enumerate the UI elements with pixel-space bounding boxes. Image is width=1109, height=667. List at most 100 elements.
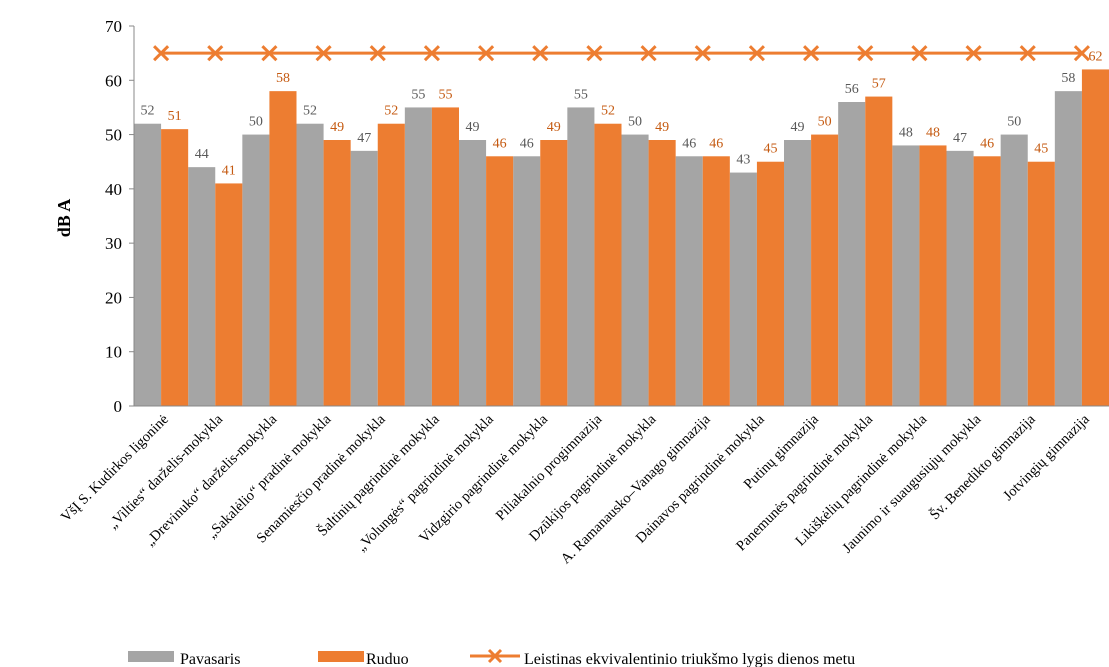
legend-label-pavasaris: Pavasaris [180, 651, 240, 667]
bars [134, 69, 1109, 407]
data-label-pavasaris: 49 [466, 120, 480, 135]
limit-marker [965, 45, 982, 62]
bar-ruduo [811, 134, 839, 407]
data-label-ruduo: 45 [763, 142, 777, 157]
bar-pavasaris [1000, 134, 1028, 407]
bar-pavasaris [404, 107, 432, 406]
bar-ruduo [756, 161, 784, 406]
data-label-pavasaris: 56 [845, 82, 859, 97]
data-label-pavasaris: 58 [1061, 71, 1075, 86]
limit-marker [640, 45, 657, 62]
bar-pavasaris [838, 102, 866, 406]
limit-marker [748, 45, 765, 62]
bar-ruduo [648, 140, 676, 406]
data-label-ruduo: 46 [709, 136, 723, 151]
legend-label-limit: Leistinas ekvivalentinio triukšmo lygis … [524, 651, 855, 667]
limit-marker [369, 45, 386, 62]
bar-pavasaris [729, 172, 757, 406]
limit-marker [532, 45, 549, 62]
data-label-ruduo: 49 [330, 120, 344, 135]
y-tick-label: 30 [105, 234, 122, 253]
limit-marker [153, 45, 170, 62]
bar-pavasaris [296, 123, 324, 406]
limit-marker [586, 45, 603, 62]
limit-marker [803, 45, 820, 62]
data-label-pavasaris: 46 [682, 136, 696, 151]
bar-pavasaris [784, 140, 812, 406]
data-label-ruduo: 45 [1034, 142, 1048, 157]
bar-pavasaris [946, 150, 974, 406]
category-label: VšĮ S. Kudirkos ligoninė [58, 412, 172, 526]
y-tick-label: 70 [105, 17, 122, 36]
y-axis-title: dB A [54, 199, 74, 238]
data-label-pavasaris: 44 [195, 147, 209, 162]
data-label-ruduo: 49 [547, 120, 561, 135]
data-label-pavasaris: 47 [357, 131, 371, 146]
bar-ruduo [215, 183, 243, 406]
category-labels: VšĮ S. Kudirkos ligoninė„Vilties“ daržel… [58, 410, 1093, 567]
bar-ruduo [865, 96, 893, 407]
data-label-ruduo: 62 [1088, 49, 1102, 64]
bar-ruduo [1027, 161, 1055, 406]
limit-marker [207, 45, 224, 62]
limit-marker [1019, 45, 1036, 62]
limit-marker [694, 45, 711, 62]
data-label-pavasaris: 50 [1007, 115, 1021, 130]
y-axis-ticks: 0 10 20 30 40 50 60 70 [105, 17, 134, 416]
bar-ruduo [1081, 69, 1109, 406]
bar-pavasaris [513, 156, 541, 406]
data-label-pavasaris: 47 [953, 131, 967, 146]
data-label-pavasaris: 52 [141, 104, 155, 119]
bar-ruduo [161, 129, 189, 406]
bar-ruduo [973, 156, 1001, 406]
data-label-pavasaris: 55 [574, 87, 588, 102]
data-label-ruduo: 50 [818, 115, 832, 130]
limit-marker [911, 45, 928, 62]
data-label-pavasaris: 50 [628, 115, 642, 130]
y-tick-label: 50 [105, 126, 122, 145]
bar-ruduo [323, 140, 351, 406]
bar-pavasaris [567, 107, 595, 406]
data-label-pavasaris: 48 [899, 125, 913, 140]
data-label-ruduo: 48 [926, 125, 940, 140]
data-label-pavasaris: 43 [736, 153, 750, 168]
legend-swatch-ruduo [318, 651, 364, 662]
bar-ruduo [431, 107, 459, 406]
bar-pavasaris [350, 150, 378, 406]
limit-marker [423, 45, 440, 62]
bar-pavasaris [892, 145, 920, 406]
limit-marker [261, 45, 278, 62]
data-label-ruduo: 57 [872, 77, 886, 92]
limit-marker [857, 45, 874, 62]
data-label-ruduo: 55 [438, 87, 452, 102]
data-label-ruduo: 52 [384, 104, 398, 119]
limit-marker [478, 45, 495, 62]
y-tick-label: 20 [105, 288, 122, 307]
y-tick-label: 0 [114, 397, 123, 416]
bar-pavasaris [188, 167, 216, 406]
bar-ruduo [540, 140, 568, 406]
bar-pavasaris [134, 123, 162, 406]
bar-pavasaris [459, 140, 487, 406]
legend-label-ruduo: Ruduo [366, 651, 409, 667]
data-label-ruduo: 46 [493, 136, 507, 151]
bar-pavasaris [1054, 91, 1082, 407]
category-label: Piliakalnio progimnazija [493, 411, 606, 524]
category-label: Šv. Benedikto gimnazija [926, 410, 1039, 523]
bar-ruduo [377, 123, 405, 406]
data-label-pavasaris: 55 [411, 87, 425, 102]
limit-line [153, 45, 1090, 62]
y-tick-label: 60 [105, 71, 122, 90]
data-label-pavasaris: 49 [791, 120, 805, 135]
data-label-pavasaris: 52 [303, 104, 317, 119]
data-label-ruduo: 51 [168, 109, 182, 124]
limit-marker [315, 45, 332, 62]
bar-ruduo [486, 156, 514, 406]
bar-ruduo [702, 156, 730, 406]
legend-swatch-pavasaris [128, 651, 174, 662]
bar-pavasaris [621, 134, 649, 407]
data-label-ruduo: 49 [655, 120, 669, 135]
bar-ruduo [919, 145, 947, 406]
legend: Pavasaris Ruduo Leistinas ekvivalentinio… [128, 648, 855, 667]
